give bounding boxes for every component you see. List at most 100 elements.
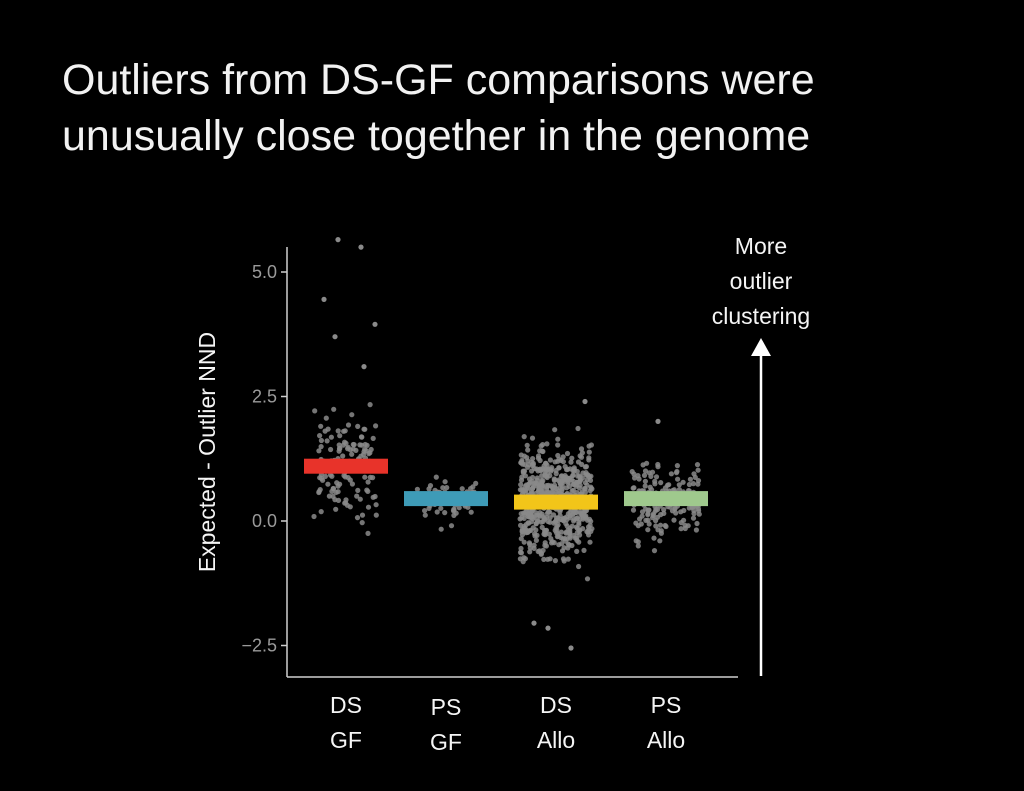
data-point — [459, 486, 465, 492]
data-point — [325, 426, 331, 432]
data-point — [569, 542, 575, 549]
data-point — [559, 548, 566, 554]
data-point — [341, 472, 347, 479]
data-point — [564, 523, 570, 529]
data-point — [526, 476, 533, 482]
data-point — [569, 488, 575, 494]
data-point — [645, 527, 651, 533]
outlier-point — [332, 334, 338, 340]
data-point — [564, 514, 570, 520]
data-point — [544, 486, 550, 492]
data-point — [318, 437, 324, 444]
data-point — [433, 474, 439, 480]
data-point — [349, 451, 355, 457]
data-point — [678, 526, 684, 532]
data-point — [695, 506, 702, 512]
data-point — [335, 497, 342, 503]
data-point — [691, 471, 697, 477]
data-point — [556, 490, 563, 496]
data-point — [543, 460, 549, 466]
data-point — [560, 536, 566, 542]
data-point — [580, 526, 586, 532]
data-point — [649, 469, 656, 475]
data-point — [526, 540, 533, 546]
data-point — [559, 541, 565, 547]
data-point — [353, 447, 359, 453]
data-point — [577, 482, 583, 488]
data-point — [571, 508, 577, 515]
data-point — [574, 548, 580, 555]
data-point — [525, 447, 531, 453]
data-point — [538, 468, 544, 474]
data-point — [658, 511, 664, 518]
data-point — [468, 509, 474, 515]
data-point — [540, 448, 546, 455]
data-point — [526, 462, 532, 468]
arrowhead-icon — [751, 338, 771, 356]
data-point — [585, 524, 592, 530]
data-point — [546, 531, 553, 537]
data-point — [521, 539, 527, 545]
data-point — [529, 468, 535, 474]
data-point — [373, 512, 379, 518]
data-point — [658, 480, 664, 486]
data-point — [695, 467, 701, 473]
data-point — [518, 545, 524, 552]
data-point — [335, 428, 341, 434]
data-point — [312, 408, 318, 414]
data-point — [533, 537, 540, 544]
median-bar-ds-gf — [304, 458, 388, 474]
median-bars — [304, 458, 708, 510]
data-point — [530, 460, 536, 466]
data-point — [529, 435, 536, 441]
data-point — [694, 462, 701, 468]
data-point — [643, 517, 649, 524]
data-point — [640, 462, 646, 468]
data-point — [686, 505, 692, 511]
data-point — [520, 470, 527, 476]
y-tick-label: 0.0 — [252, 511, 277, 531]
data-point — [544, 474, 550, 481]
data-point — [681, 517, 687, 523]
data-point — [547, 519, 553, 525]
data-point — [343, 497, 349, 503]
data-point — [527, 514, 534, 520]
data-point — [362, 441, 368, 448]
data-point — [555, 531, 561, 537]
data-point — [552, 519, 558, 525]
data-point — [365, 530, 371, 537]
data-point — [438, 526, 444, 532]
outlier-point — [321, 296, 327, 302]
data-point — [450, 508, 457, 514]
data-point — [343, 440, 349, 446]
data-point — [633, 520, 639, 526]
data-point — [518, 482, 524, 488]
data-point — [657, 538, 663, 544]
data-point — [349, 412, 355, 418]
data-point — [518, 460, 524, 466]
category-label: Allo — [647, 727, 685, 753]
category-label: Allo — [537, 727, 575, 753]
data-point — [361, 426, 367, 432]
data-point — [414, 486, 420, 492]
outlier-point — [655, 418, 661, 424]
data-point — [354, 493, 360, 499]
data-point — [524, 529, 530, 535]
data-point — [345, 444, 351, 450]
data-point — [318, 423, 324, 429]
data-point — [427, 483, 434, 489]
data-point — [530, 525, 536, 531]
data-point — [636, 476, 642, 482]
data-point — [359, 520, 365, 526]
category-label: DS — [540, 692, 572, 718]
data-point — [422, 512, 428, 518]
data-point — [641, 472, 648, 478]
data-point — [629, 469, 635, 475]
data-point — [360, 451, 367, 457]
data-point — [370, 494, 376, 500]
data-point — [526, 480, 533, 487]
data-point — [521, 510, 527, 516]
data-point — [442, 509, 448, 516]
data-point — [531, 545, 537, 552]
